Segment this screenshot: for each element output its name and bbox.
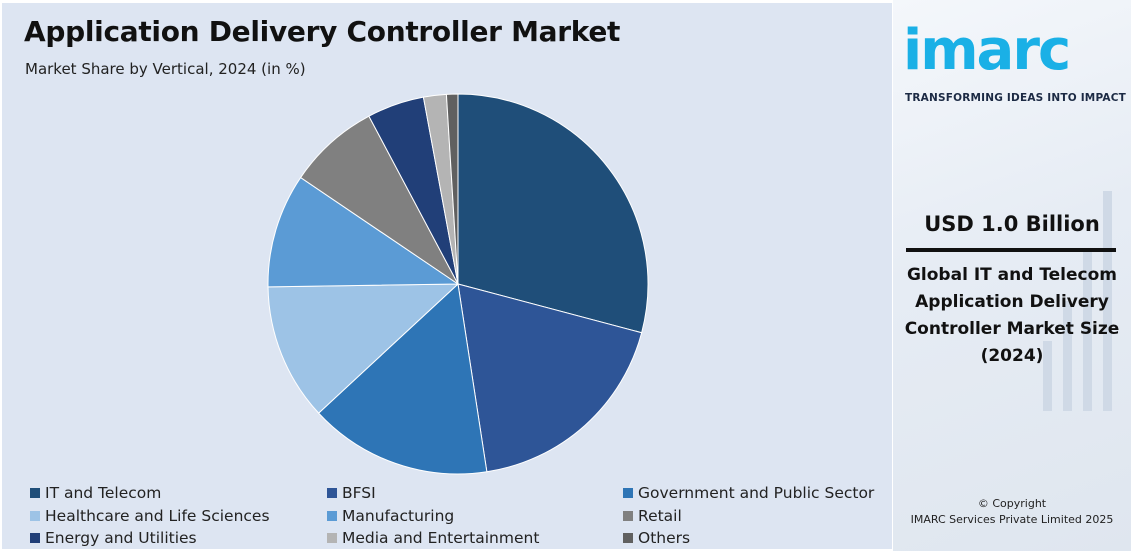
pie-slice-government-and-public-sector <box>317 282 488 475</box>
legend: IT and Telecom BFSI Government and Public … <box>30 484 890 552</box>
legend-item: Manufacturing <box>327 507 454 525</box>
summary-panel: imarc TRANSFORMING IDEAS INTO IMPACT USD… <box>893 0 1131 551</box>
divider <box>906 248 1116 252</box>
legend-label: IT and Telecom <box>45 484 162 502</box>
pie-chart <box>267 93 649 475</box>
legend-item: BFSI <box>327 484 376 502</box>
copyright-line-2: IMARC Services Private Limited 2025 <box>910 513 1114 526</box>
legend-label: Others <box>638 529 691 547</box>
chart-title: Application Delivery Controller Market <box>24 15 621 48</box>
decor-bar <box>1063 301 1072 411</box>
legend-swatch <box>623 533 633 543</box>
copyright-line-1: © Copyright <box>977 497 1047 510</box>
decor-bar <box>1083 251 1092 411</box>
legend-item: Government and Public Sector <box>623 484 874 502</box>
legend-label: Retail <box>638 506 682 525</box>
legend-swatch <box>327 510 337 521</box>
legend-item: Healthcare and Life Sciences <box>30 507 270 525</box>
pie-slice-others <box>445 93 459 285</box>
chart-panel: Application Delivery Controller Market M… <box>2 3 892 549</box>
pie-slice-retail <box>299 115 459 285</box>
legend-label: Energy and Utilities <box>45 529 197 547</box>
legend-label: BFSI <box>342 484 376 502</box>
market-value: USD 1.0 Billion <box>924 212 1100 236</box>
legend-item: Others <box>623 529 690 547</box>
decor-bar <box>1103 191 1112 411</box>
legend-label: Media and Entertainment <box>342 529 540 547</box>
pie-slice-healthcare-and-life-sciences <box>267 283 460 414</box>
legend-swatch <box>30 488 40 498</box>
imarc-logo: imarc <box>903 14 1123 94</box>
legend-swatch <box>623 488 633 498</box>
copyright: © Copyright IMARC Services Private Limit… <box>893 496 1131 528</box>
pie-slice-bfsi <box>457 283 643 473</box>
market-description: Global IT and Telecom Application Delive… <box>904 265 1120 366</box>
logo-tagline: TRANSFORMING IDEAS INTO IMPACT <box>905 92 1126 104</box>
legend-item: Retail <box>623 507 682 525</box>
decor-bar <box>1043 341 1052 411</box>
pie-slice-manufacturing <box>267 176 460 288</box>
legend-label: Manufacturing <box>342 506 455 525</box>
legend-label: Healthcare and Life Sciences <box>45 506 270 525</box>
legend-item: Media and Entertainment <box>327 529 539 547</box>
legend-item: IT and Telecom <box>30 484 161 502</box>
pie-slice-it-and-telecom <box>457 93 649 334</box>
legend-item: Energy and Utilities <box>30 529 197 547</box>
logo-wordmark: imarc <box>903 18 1071 83</box>
legend-swatch <box>327 533 337 543</box>
legend-swatch <box>327 488 337 498</box>
legend-label: Government and Public Sector <box>638 484 875 502</box>
chart-subtitle: Market Share by Vertical, 2024 (in %) <box>25 60 306 78</box>
legend-swatch <box>30 510 40 521</box>
legend-swatch <box>30 533 40 543</box>
legend-swatch <box>623 510 633 521</box>
